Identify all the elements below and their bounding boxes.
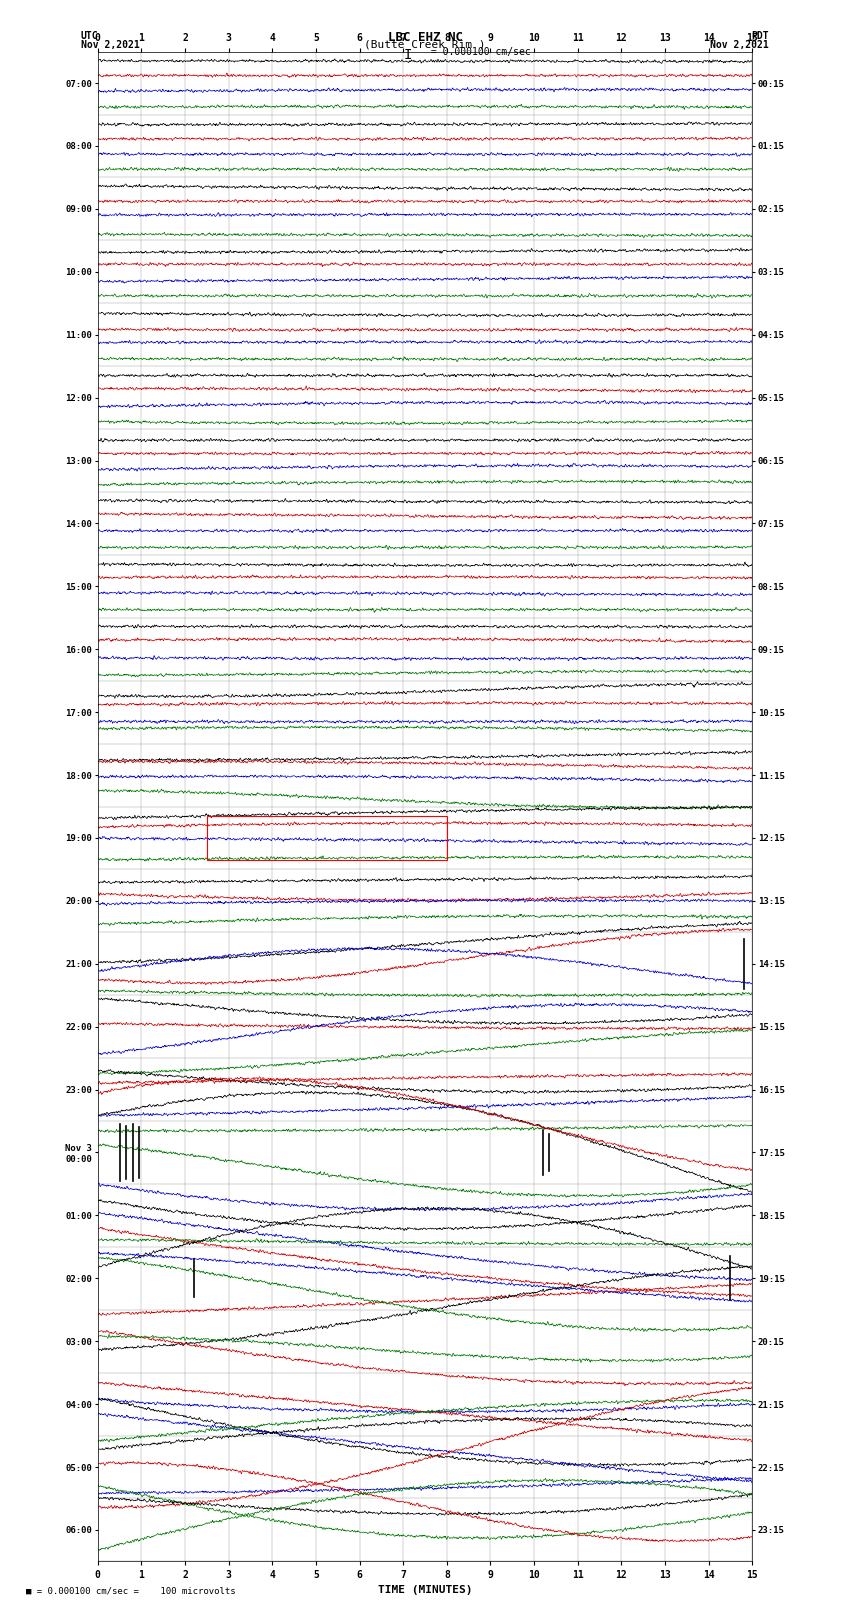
Text: ■ = 0.000100 cm/sec =    100 microvolts: ■ = 0.000100 cm/sec = 100 microvolts xyxy=(26,1586,235,1595)
Text: UTC: UTC xyxy=(81,31,99,42)
Text: Nov 2,2021: Nov 2,2021 xyxy=(81,39,139,50)
Text: PDT: PDT xyxy=(751,31,769,42)
Text: = 0.000100 cm/sec: = 0.000100 cm/sec xyxy=(425,47,530,56)
Bar xyxy=(207,816,447,860)
Text: I: I xyxy=(404,47,412,61)
Text: LBC EHZ NC: LBC EHZ NC xyxy=(388,31,462,45)
Text: Nov 2,2021: Nov 2,2021 xyxy=(711,39,769,50)
Text: (Butte Creek Rim ): (Butte Creek Rim ) xyxy=(365,39,485,50)
X-axis label: TIME (MINUTES): TIME (MINUTES) xyxy=(377,1584,473,1595)
